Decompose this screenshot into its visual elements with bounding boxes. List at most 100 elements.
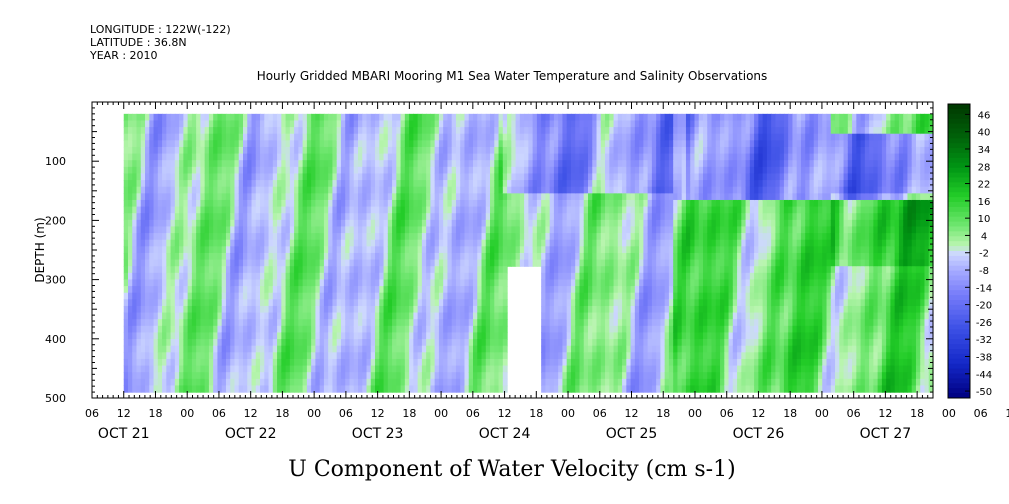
heatmap-cell [145,299,150,307]
heatmap-cell [379,319,385,327]
heatmap-cell [566,299,572,307]
heatmap-cell [285,219,291,228]
heatmap-cell [196,319,201,327]
heatmap-cell [204,133,210,141]
heatmap-cell [204,219,210,228]
heatmap-cell [298,219,304,228]
heatmap-cell [183,272,189,281]
heatmap-cell [251,239,257,247]
heatmap-cell [375,180,380,188]
heatmap-cell [200,365,206,373]
heatmap-cell [213,332,219,340]
heatmap-cell [566,305,572,314]
heatmap-cell [230,219,236,228]
heatmap-cell [634,378,640,387]
heatmap-cell [251,292,257,300]
heatmap-cell [370,146,376,155]
heatmap-cell [332,352,338,360]
heatmap-cell [600,199,606,208]
heatmap-cell [319,120,325,128]
heatmap-cell [362,385,368,393]
heatmap-cell [191,140,197,148]
heatmap-cell [221,180,227,188]
heatmap-cell [511,233,517,241]
heatmap-cell [549,305,555,314]
heatmap-cell [187,133,193,141]
heatmap-cell [264,252,270,261]
heatmap-cell [404,299,410,307]
heatmap-cell [260,133,265,141]
heatmap-cell [264,133,270,141]
heatmap-cell [277,239,282,247]
heatmap-cell [617,213,623,221]
heatmap-cell [145,292,150,300]
heatmap-cell [605,358,610,367]
heatmap-cell [613,252,619,261]
heatmap-cell [413,173,419,181]
heatmap-cell [622,233,627,241]
heatmap-cell [319,279,325,287]
heatmap-cell [153,206,159,214]
heatmap-cell [617,140,623,148]
heatmap-cell [494,153,500,161]
heatmap-cell [191,153,197,161]
heatmap-cell [183,239,189,247]
heatmap-cell [532,193,538,201]
heatmap-cell [247,206,253,214]
heatmap-cell [498,312,504,320]
heatmap-cell [196,292,201,300]
heatmap-cell [183,358,189,367]
heatmap-cell [592,272,598,281]
heatmap-cell [289,286,295,294]
heatmap-cell [592,252,598,261]
heatmap-cell [634,385,640,393]
heatmap-cell [494,127,500,135]
heatmap-cell [392,219,397,228]
heatmap-cell [481,206,487,214]
heatmap-cell [528,160,534,168]
heatmap-cell [613,246,619,254]
heatmap-cell [174,305,180,314]
heatmap-cell [613,279,619,287]
heatmap-cell [447,266,453,274]
heatmap-cell [234,140,240,148]
heatmap-cell [162,233,167,241]
heatmap-cell [617,252,623,261]
heatmap-cell [272,160,278,168]
heatmap-cell [323,332,329,340]
heatmap-cell [596,312,602,320]
heatmap-cell [434,186,440,194]
heatmap-cell [272,173,278,181]
heatmap-cell [498,345,504,353]
heatmap-cell [438,292,444,300]
heatmap-cell [277,305,282,314]
heatmap-cell [251,266,257,274]
heatmap-cell [460,140,466,148]
heatmap-cell [132,299,138,307]
heatmap-cell [481,186,487,194]
heatmap-cell [579,305,585,314]
heatmap-cell [609,186,615,194]
heatmap-cell [204,140,210,148]
heatmap-cell [366,352,372,360]
heatmap-cell [600,266,606,274]
heatmap-cell [473,358,478,367]
heatmap-cell [264,120,270,128]
heatmap-cell [626,292,632,300]
heatmap-cell [447,372,453,380]
heatmap-cell [302,305,308,314]
heatmap-cell [643,233,649,241]
heatmap-cell [323,199,329,208]
heatmap-cell [434,153,440,161]
heatmap-cell [473,292,478,300]
heatmap-cell [566,180,572,188]
heatmap-cell [349,219,355,228]
heatmap-cell [340,127,346,135]
heatmap-cell [123,272,129,281]
heatmap-cell [588,153,593,161]
heatmap-cell [592,352,598,360]
heatmap-cell [549,120,555,128]
heatmap-cell [298,113,304,122]
heatmap-cell [626,266,632,274]
heatmap-cell [319,186,325,194]
